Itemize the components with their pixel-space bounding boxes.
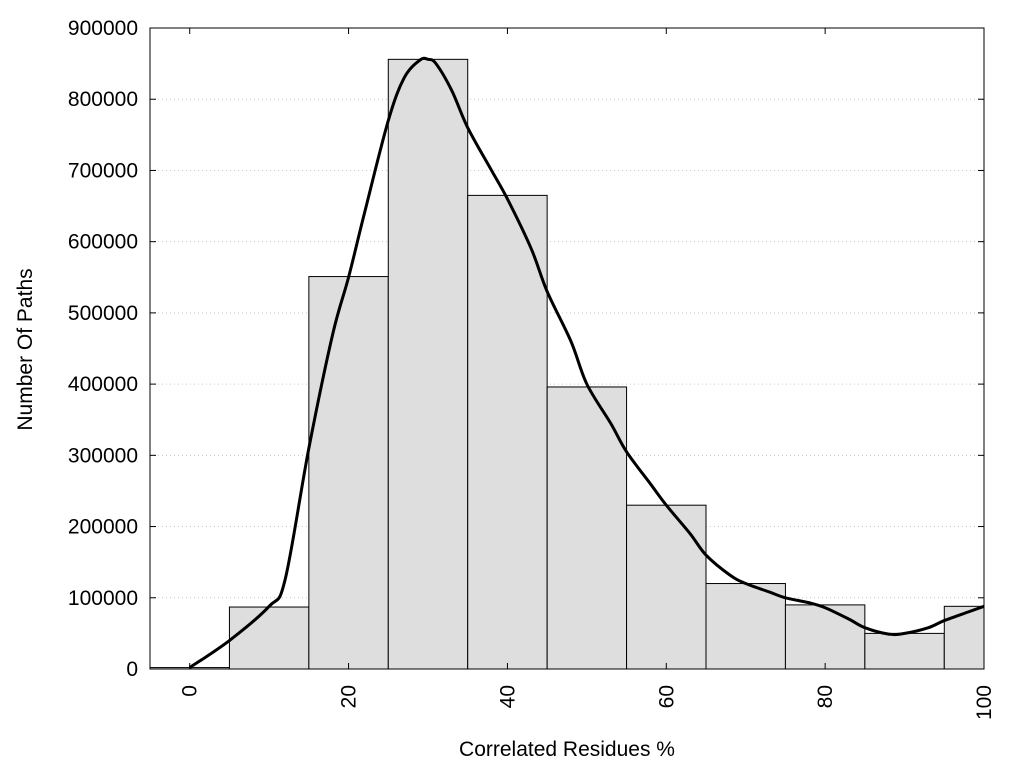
histogram-bar [784,604,866,670]
histogram-bars [149,58,985,670]
x-tick-label: 60 [655,685,678,708]
histogram-bar [705,583,786,670]
histogram-bar [943,605,985,670]
y-tick-label: 900000 [68,17,138,40]
y-tick-label: 700000 [68,159,138,182]
histogram-bar [228,606,310,670]
density-curve-group [188,56,985,669]
x-axis: 0 20 40 60 80 100 [179,28,996,720]
histogram-bar [467,194,548,670]
x-tick-label: 80 [814,685,837,708]
histogram-bar [308,276,389,670]
histogram-bar [626,504,707,670]
x-tick-label: 0 [179,685,202,697]
x-tick-label: 20 [338,685,361,708]
y-axis: 0 100000 200000 300000 400000 500000 600000 700… [68,17,984,681]
x-tick-label: 40 [496,685,519,708]
y-tick-label: 400000 [68,373,138,396]
y-tick-label: 500000 [68,302,138,325]
y-tick-label: 600000 [68,231,138,254]
y-tick-label: 200000 [68,516,138,539]
y-tick-label: 0 [126,658,138,681]
plot-frame [149,27,985,670]
y-tick-label: 300000 [68,444,138,467]
y-tick-label: 100000 [68,587,138,610]
histogram-bar [546,386,628,670]
y-tick-label: 800000 [68,88,138,111]
histogram-bar [864,632,945,670]
x-tick-label: 100 [973,685,996,720]
histogram-bar [387,58,469,670]
x-axis-title: Correlated Residues % [459,738,675,761]
y-axis-title: Number Of Paths [14,268,37,430]
density-curve [188,56,985,669]
